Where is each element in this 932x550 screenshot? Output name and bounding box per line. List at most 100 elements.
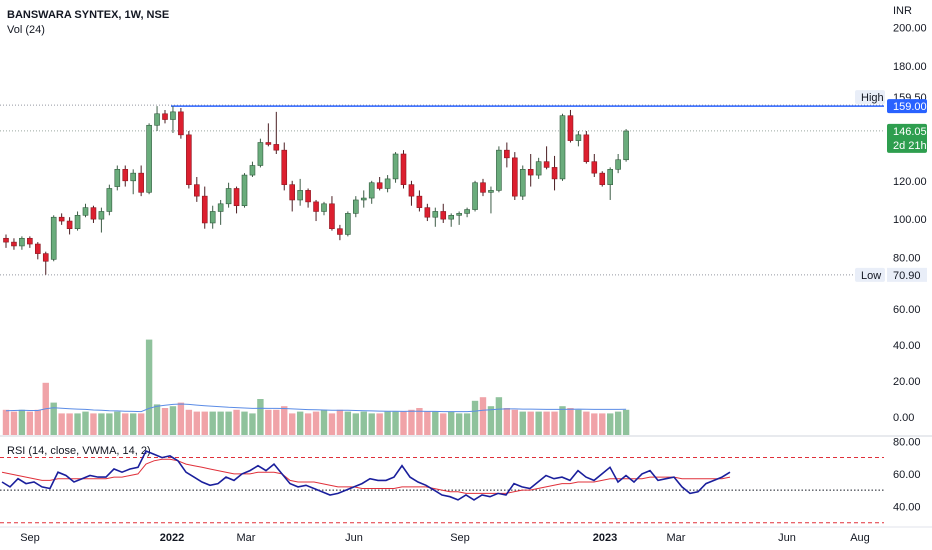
candle [58,216,65,222]
volume-bar [495,397,503,435]
candle [583,134,590,162]
candle [66,220,73,230]
candle [337,228,343,235]
volume-bar [10,411,18,435]
candle [11,241,17,247]
volume-bar [50,402,57,435]
level-value-badge [887,99,927,114]
candle [591,161,598,174]
volume-bar [575,409,582,435]
volume-bar [2,409,10,435]
candle [400,153,407,185]
candle [305,190,311,203]
volume-bar [66,413,73,435]
volume-bar [384,411,391,435]
time-tick-label: Aug [850,532,870,544]
candle [281,149,288,185]
candle [273,144,280,151]
candle [416,195,423,208]
volume-bar [440,413,447,435]
candle [567,115,574,141]
candle [201,195,208,224]
high-label: High [861,92,884,104]
volume-bar [503,408,511,435]
candle [440,211,447,220]
low-value-bg [887,267,927,282]
candle [42,253,49,262]
volume-bar [551,411,558,435]
candle [27,237,33,245]
volume-bar [400,411,407,435]
volume-bar [352,413,359,435]
candle [527,169,534,176]
candle [352,199,359,214]
rsi-signal-line [1,458,731,494]
volume-bar [463,413,471,435]
candle [178,111,184,136]
volume-bar [145,339,153,435]
volume-bar [455,413,463,435]
volume-bar [98,413,105,435]
low-label: Low [861,270,881,282]
candle [265,142,272,145]
time-tick-label: 2023 [593,532,617,544]
volume-bar [114,411,121,435]
volume-bar [265,409,272,435]
volume-bar [543,411,550,435]
candle [3,237,9,243]
candle [496,149,502,191]
candle [392,153,399,180]
volume-bar [90,413,97,435]
volume-bar [376,413,383,435]
time-tick-label: Mar [667,532,686,544]
chart-title: BANSWARA SYNTEX, 1W, NSE [7,9,170,21]
candle [432,211,439,218]
candle [74,214,81,230]
price-tick-label: 80.00 [893,252,921,264]
candle [19,237,25,247]
volume-bar [432,411,439,435]
volume-bar [511,409,518,435]
candle [543,161,550,168]
rsi-line [1,449,731,501]
candle [98,211,105,220]
volume-bar [599,413,606,435]
price-tick-label: 100.00 [893,214,927,226]
volume-bar [392,411,399,435]
time-tick-label: 2022 [160,532,184,544]
volume-bar [193,411,200,435]
candle [249,165,256,176]
candle [170,111,176,120]
volume-bar [257,399,264,435]
currency-label: INR [893,5,912,17]
volume-bar [583,411,590,435]
volume-bar [328,413,336,435]
rsi-indicator-label[interactable]: RSI (14, close, VWMA, 14, 2) [7,445,151,457]
candle [456,213,462,216]
low-value-label: 70.90 [893,270,921,282]
candle [480,182,486,193]
volume-bar [535,411,542,435]
candle [146,124,152,193]
candle [607,169,614,185]
volume-bar [122,413,129,435]
candle [368,182,375,199]
volume-bar [416,408,423,435]
candle [297,190,303,201]
volume-bar [161,408,169,435]
volume-bar [622,409,630,435]
volume-bar [360,411,367,435]
candle [50,216,57,260]
volume-indicator-label[interactable]: Vol (24) [7,24,45,36]
candle [448,214,455,220]
candle [225,188,232,205]
candle [82,207,89,216]
volume-tick-label: 0.00 [893,412,914,424]
candle [233,188,240,207]
volume-bar [18,409,26,435]
candle [329,203,335,230]
volume-bar [169,406,177,435]
candle [424,207,431,218]
volume-bar [527,411,534,435]
